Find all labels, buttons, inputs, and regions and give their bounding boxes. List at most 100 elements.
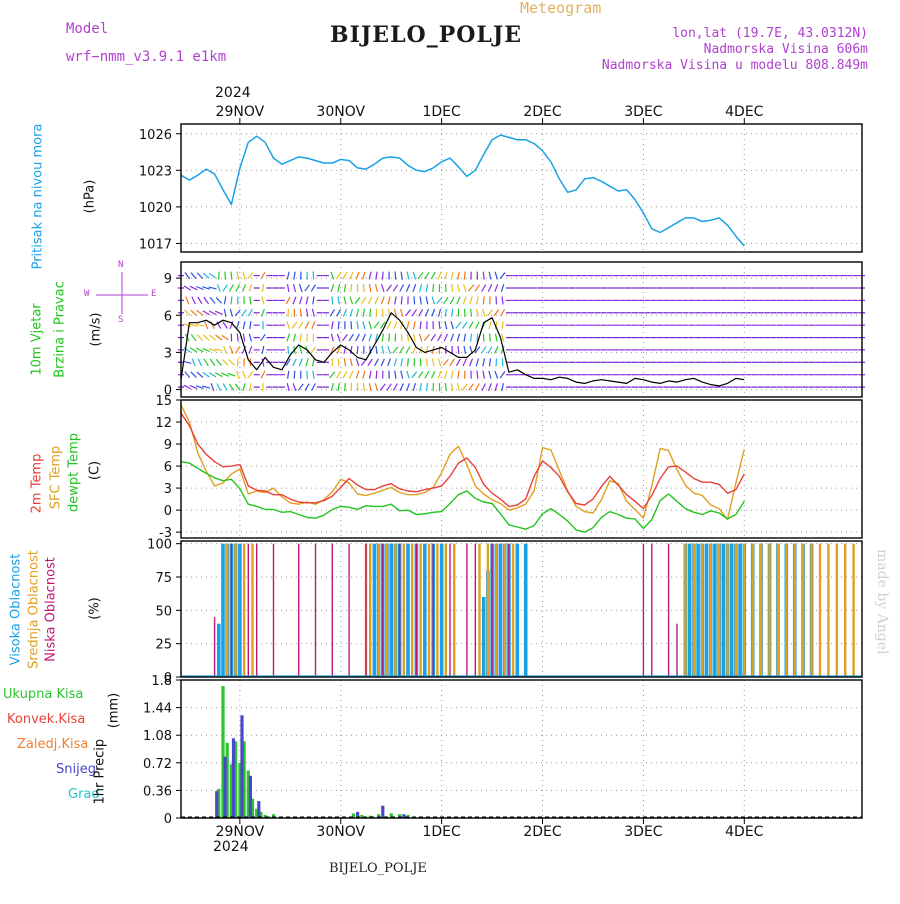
wind-barb — [433, 284, 434, 292]
y-tick-label: 0 — [164, 812, 172, 827]
cloud-bar-mid — [701, 544, 703, 677]
cloud-bar-low — [348, 544, 349, 677]
wind-barb — [288, 346, 289, 354]
cloud-bar-mid — [752, 544, 754, 677]
x-day-label-bottom: 1DEC — [422, 824, 461, 840]
cloud-bar-high — [440, 544, 444, 677]
y-tick-label: 1.8 — [151, 674, 172, 689]
page-title: BIJELO_POLJE — [330, 24, 522, 46]
cloud-bar-mid — [251, 544, 253, 677]
x-day-label-top: 4DEC — [725, 104, 764, 120]
compass-e-label: E — [151, 290, 156, 299]
legend-snow: Snijeg — [56, 763, 96, 776]
wind-barb — [401, 296, 402, 304]
y-tick-label: 75 — [155, 571, 172, 586]
wind-barb — [313, 272, 314, 280]
y-tick-label: 0.72 — [143, 757, 172, 772]
cloud-bar-mid — [453, 544, 455, 677]
cloud-bar-high — [722, 544, 726, 677]
y-tick-label: 0.36 — [143, 784, 172, 799]
cloud-bar-mid — [743, 544, 745, 677]
cloud-bar-low — [676, 624, 677, 677]
x-day-label-top: 1DEC — [422, 104, 461, 120]
y-tick-label: 50 — [155, 604, 172, 619]
wind-barb — [389, 371, 390, 379]
wind-barb — [294, 371, 295, 379]
cloud-bar-high — [688, 544, 692, 677]
wind-barb — [244, 358, 245, 366]
y-tick-label: 1.08 — [143, 729, 172, 744]
precip-bar-snow — [232, 738, 235, 818]
cloud-bar-mid — [428, 544, 430, 677]
page-subtitle: Meteogram — [520, 1, 601, 16]
panel-background — [181, 262, 862, 397]
precip-bar-snow — [224, 757, 227, 818]
wind-barb — [420, 321, 421, 329]
cloud-bar-mid — [234, 544, 236, 677]
cloud-bar-mid — [802, 544, 804, 677]
wind-barb — [332, 296, 333, 304]
cloud-bar-low — [382, 544, 383, 677]
y-tick-label: 1.44 — [143, 702, 172, 717]
cloud-bar-low — [332, 544, 333, 677]
cloud-bar-mid — [693, 544, 695, 677]
cloud-bar-mid — [684, 544, 686, 677]
cloud-bar-high — [499, 544, 503, 677]
y-tick-label: 3 — [164, 482, 172, 497]
y-tick-label: 12 — [155, 416, 172, 431]
cloud-bar-mid — [504, 544, 506, 677]
y-tick-label: 1017 — [139, 237, 172, 252]
cloud-bar-low — [475, 544, 476, 677]
cloud-bar-mid — [810, 544, 812, 677]
cloud-bar-low — [449, 544, 450, 677]
elevation-info: Nadmorska Visina 606m — [704, 43, 868, 56]
model-label: Model — [66, 22, 108, 36]
wind-barb — [408, 358, 409, 366]
year-bottom: 2024 — [213, 840, 249, 854]
panel-background — [181, 124, 862, 252]
compass-n-label: N — [118, 261, 123, 270]
cloud-bar-mid — [495, 544, 497, 677]
wind-barb — [395, 272, 396, 280]
location-info: lon,lat (19.7E, 43.0312N) — [672, 27, 868, 40]
cloud-bar-high — [730, 544, 734, 677]
cloud-bar-mid — [794, 544, 796, 677]
cloud-bar-mid — [436, 544, 438, 677]
cloud-bar-low — [315, 544, 316, 677]
cloud-bar-high — [406, 544, 410, 677]
pressure-axis-label: Pritisak na nivou mora — [32, 117, 45, 277]
wind-unit-label: (m/s) — [90, 300, 103, 360]
y-tick-label: 15 — [155, 394, 172, 409]
x-day-label-top: 3DEC — [624, 104, 663, 120]
cloud-bar-low — [668, 544, 669, 677]
wind-barb — [351, 321, 352, 329]
cloud-bar-mid — [827, 544, 829, 677]
temp-unit-label: (C) — [89, 456, 102, 486]
cloud-bar-low — [214, 617, 215, 677]
wind-barb — [307, 334, 308, 342]
cloud-bar-mid — [512, 544, 514, 677]
wind-barb — [383, 309, 384, 317]
precip-bar-snow — [381, 806, 384, 818]
cloud-bar-high — [221, 544, 225, 677]
precip-unit-label: (mm) — [108, 691, 121, 731]
cloud-bar-mid — [819, 544, 821, 677]
y-tick-label: 1026 — [139, 128, 172, 143]
y-tick-label: 6 — [164, 309, 172, 324]
cloud-bar-high — [516, 544, 520, 677]
x-day-label-bottom: 30NOV — [316, 824, 365, 840]
x-day-label-top: 29NOV — [216, 104, 265, 120]
cloud-axis-label-2: Srednja Oblacnost — [28, 545, 41, 675]
y-tick-label: 0 — [164, 504, 172, 519]
wind-barb — [307, 371, 308, 379]
cloud-bar-mid — [768, 544, 770, 677]
y-tick-label: 3 — [164, 346, 172, 361]
x-day-label-top: 30NOV — [316, 104, 365, 120]
precip-bar-snow — [240, 715, 243, 818]
credit-text: made by Angel — [875, 549, 889, 649]
precip-axis-label: 1hr Precip — [94, 745, 107, 805]
cloud-bar-mid — [785, 544, 787, 677]
cloud-axis-label-3: Niska Oblacnost — [45, 555, 58, 665]
